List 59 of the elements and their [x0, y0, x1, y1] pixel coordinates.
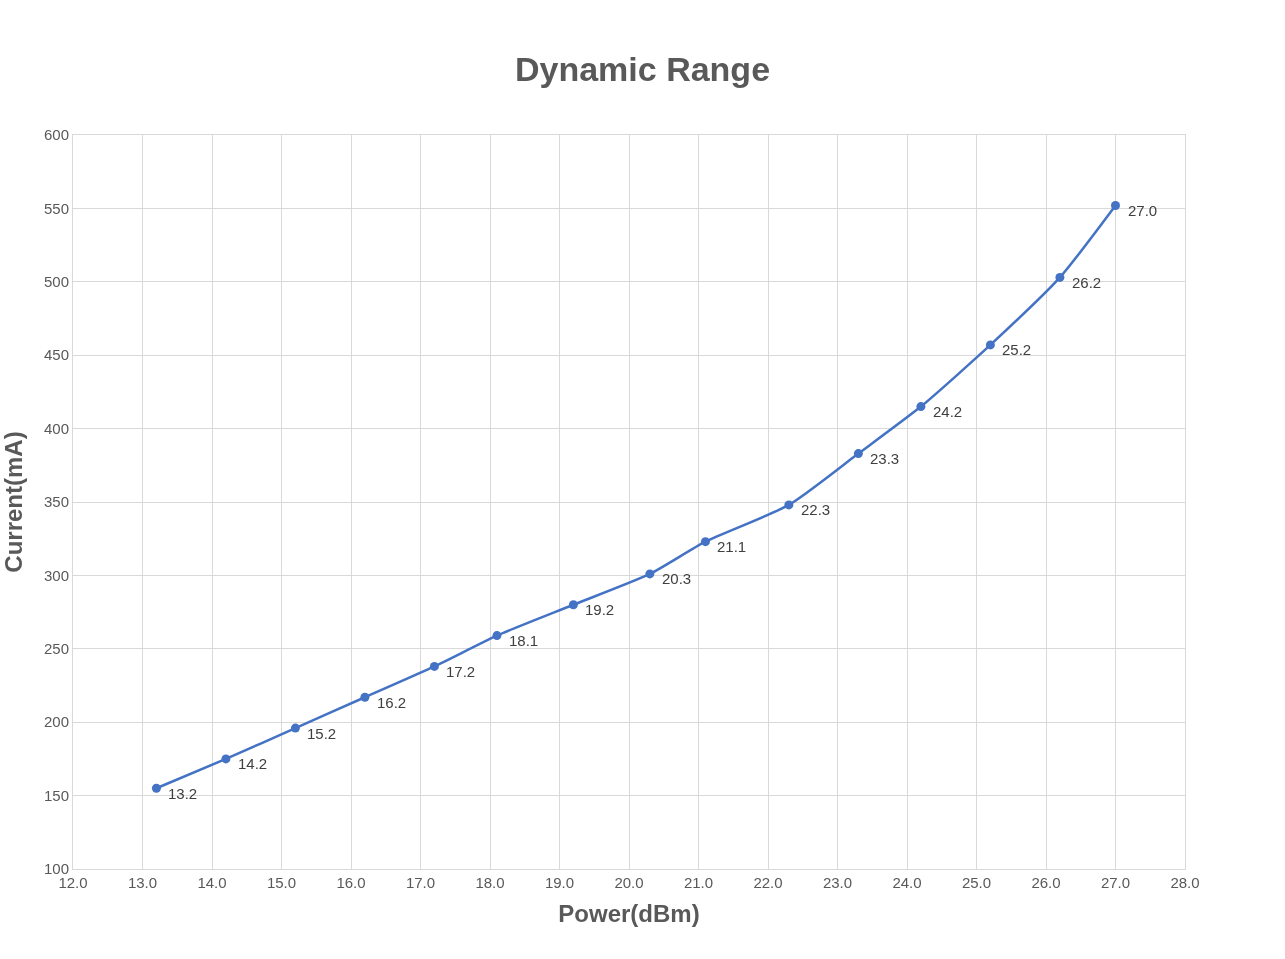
x-tick-label: 20.0 — [614, 874, 644, 891]
x-tick-label: 23.0 — [822, 874, 853, 891]
annotation: 15.2 — [307, 725, 337, 742]
y-tick-label: 250 — [43, 640, 69, 658]
x-tick-label: 25.0 — [961, 874, 992, 891]
annotation: 22.3 — [801, 501, 831, 518]
annotation: 27.0 — [1128, 202, 1158, 219]
point — [151, 783, 161, 793]
x-tick-label: 26.0 — [1031, 874, 1061, 891]
chart-title: Dynamic Range — [514, 50, 771, 89]
x-tick-label: 18.0 — [475, 874, 505, 891]
x-tick-label: 28.0 — [1170, 874, 1200, 891]
y-tick-label: 400 — [43, 419, 69, 437]
x-tick-label: 27.0 — [1100, 874, 1131, 891]
point — [916, 402, 926, 412]
y-tick-label: 550 — [43, 199, 69, 217]
y-tick-label: 600 — [43, 126, 69, 144]
x-tick-label: 19.0 — [544, 874, 575, 891]
y-tick-label: 450 — [43, 346, 69, 364]
point — [784, 500, 794, 510]
x-tick-label: 16.0 — [336, 874, 366, 891]
x-tick-label: 21.0 — [683, 874, 714, 891]
y-tick-label: 200 — [43, 713, 69, 731]
y-axis-title: Current(mA) — [0, 431, 27, 573]
point — [700, 537, 710, 547]
x-tick-label: 15.0 — [266, 874, 297, 891]
point — [1055, 272, 1065, 282]
annotation: 18.1 — [509, 632, 539, 649]
annotation: 23.3 — [870, 450, 900, 467]
annotation: 21.1 — [717, 538, 747, 555]
annotation: 13.2 — [168, 785, 198, 802]
annotation: 25.2 — [1002, 341, 1032, 358]
x-tick-label: 13.0 — [127, 874, 158, 891]
annotation: 24.2 — [933, 403, 963, 420]
x-tick-label: 17.0 — [405, 874, 436, 891]
point — [645, 569, 655, 579]
annotation: 17.2 — [446, 663, 476, 680]
x-tick-label: 14.0 — [197, 874, 227, 891]
y-tick-label: 300 — [43, 566, 69, 584]
point — [360, 692, 370, 702]
point — [492, 631, 502, 641]
point — [568, 600, 578, 610]
annotation: 19.2 — [585, 601, 615, 618]
point — [290, 723, 300, 733]
y-tick-label: 150 — [43, 786, 69, 804]
point — [985, 340, 995, 350]
point — [853, 449, 863, 459]
y-tick-label: 500 — [43, 273, 69, 291]
annotation: 26.2 — [1072, 274, 1102, 291]
x-tick-label: 24.0 — [892, 874, 922, 891]
annotation: 16.2 — [377, 694, 407, 711]
x-tick-label: 22.0 — [753, 874, 783, 891]
point — [221, 754, 231, 764]
y-tick-label: 350 — [43, 493, 69, 511]
x-axis-title: Power(dBm) — [558, 900, 700, 928]
point — [1111, 200, 1120, 210]
annotation: 14.2 — [238, 755, 268, 772]
point — [429, 661, 439, 671]
annotation: 20.3 — [662, 570, 692, 587]
